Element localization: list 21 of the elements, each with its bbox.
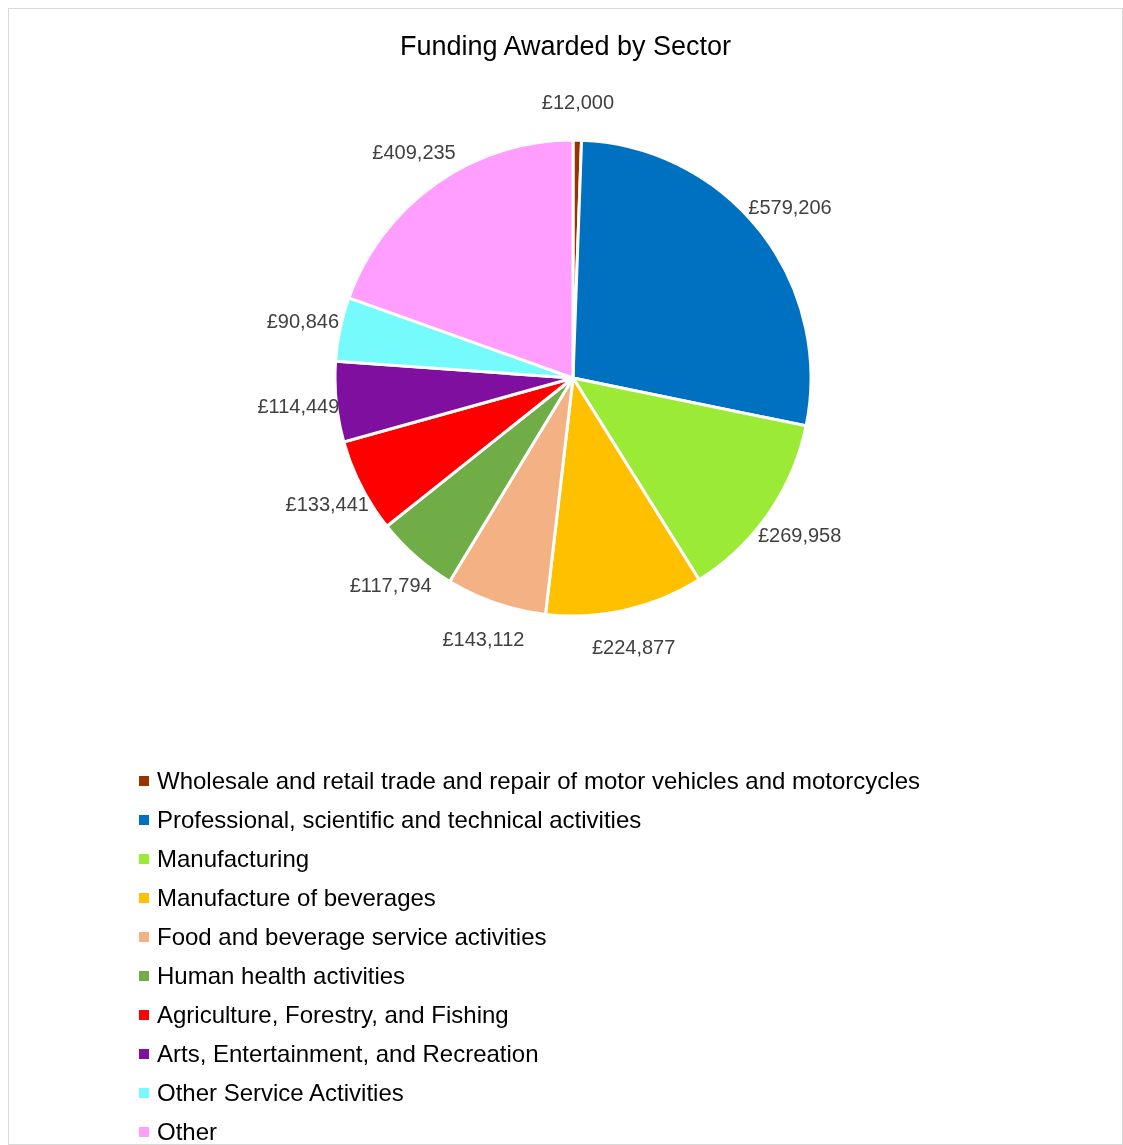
legend-label: Food and beverage service activities bbox=[156, 921, 548, 952]
legend-label: Professional, scientific and technical activities bbox=[156, 804, 643, 835]
legend-label: Arts, Entertainment, and Recreation bbox=[156, 1038, 540, 1069]
data-label: £224,877 bbox=[591, 636, 676, 659]
data-label: £579,206 bbox=[748, 196, 832, 219]
data-label: £133,441 bbox=[285, 492, 369, 515]
data-label: £409,235 bbox=[372, 141, 456, 164]
legend-label: Manufacturing bbox=[156, 843, 311, 874]
data-label: £117,794 bbox=[349, 574, 432, 597]
data-label: £143,112 bbox=[442, 628, 525, 651]
legend-label: Other Service Activities bbox=[156, 1077, 405, 1108]
data-label: £114,449 bbox=[257, 394, 340, 417]
data-label: £269,958 bbox=[757, 524, 842, 547]
legend-label: Other bbox=[156, 1116, 219, 1145]
legend-label: Wholesale and retail trade and repair of motor vehicles and motorcycles bbox=[156, 765, 922, 796]
data-label: £90,846 bbox=[266, 310, 340, 333]
legend-label: Manufacture of beverages bbox=[156, 882, 437, 913]
legend-label: Agriculture, Forestry, and Fishing bbox=[156, 999, 510, 1030]
legend-label: Human health activities bbox=[156, 960, 407, 991]
data-label: £12,000 bbox=[541, 91, 615, 114]
chart-title: Funding Awarded by Sector bbox=[398, 31, 733, 62]
